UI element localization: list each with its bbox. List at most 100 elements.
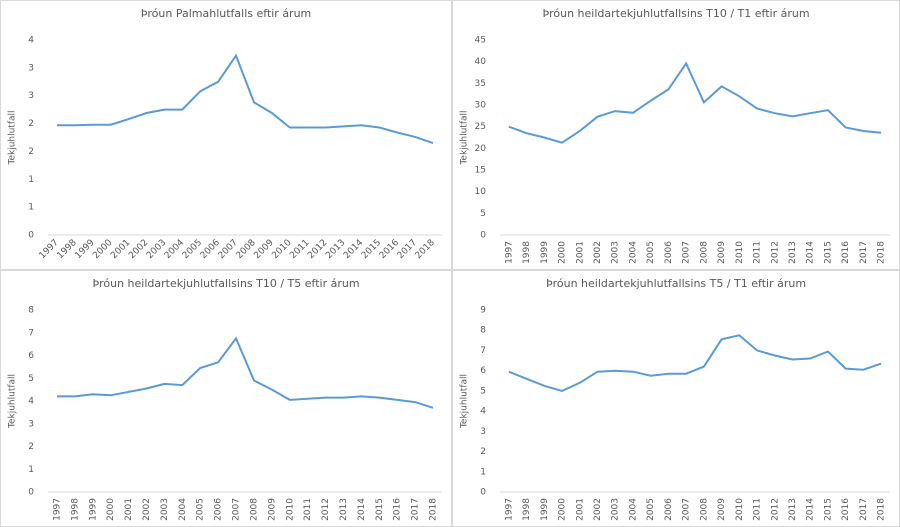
y-axis-title: Tekjuhlutfall: [460, 374, 470, 429]
x-tick-label: 2008: [249, 498, 259, 521]
y-tick-label: 2: [28, 442, 34, 452]
x-tick-label: 1997: [504, 241, 514, 264]
y-tick-label: 1: [28, 203, 34, 213]
x-tick-label: 2005: [646, 241, 656, 264]
y-tick-label: 4: [28, 36, 34, 46]
x-tick-label: 2015: [823, 498, 833, 521]
x-tick-label: 2003: [611, 498, 621, 521]
chart-panel: [0, 0, 452, 270]
y-tick-label: 25: [475, 122, 486, 132]
chart-panel: [452, 270, 900, 527]
y-tick-label: 20: [475, 144, 487, 154]
x-tick-label: 2007: [682, 241, 692, 264]
x-tick-label: 1998: [522, 498, 532, 521]
x-tick-label: 2016: [841, 241, 851, 264]
y-tick-label: 2: [480, 447, 486, 457]
x-tick-label: 2005: [646, 498, 656, 521]
x-tick-label: 2009: [267, 498, 277, 521]
x-tick-label: 1997: [52, 498, 62, 521]
x-tick-label: 2004: [628, 241, 638, 264]
x-tick-label: 2012: [770, 241, 780, 264]
x-tick-label: 2014: [357, 498, 367, 521]
x-tick-label: 2000: [106, 498, 116, 521]
x-tick-label: 2008: [699, 241, 709, 264]
y-tick-label: 45: [475, 36, 486, 46]
y-tick-label: 9: [480, 306, 486, 316]
chart-title: Þróun heildartekjuhlutfallsins T10 / T5 …: [92, 277, 359, 290]
y-tick-label: 15: [475, 166, 486, 176]
x-tick-label: 2018: [429, 498, 439, 521]
x-tick-label: 2003: [611, 241, 621, 264]
y-tick-label: 2: [28, 147, 34, 157]
y-tick-label: 3: [28, 63, 34, 73]
x-tick-label: 2010: [285, 498, 295, 521]
x-tick-label: 1999: [540, 241, 550, 264]
y-tick-label: 3: [28, 91, 34, 101]
y-tick-label: 0: [28, 231, 34, 241]
chart-title: Þróun Palmahlutfalls eftir árum: [141, 7, 312, 20]
x-tick-label: 2001: [124, 498, 134, 521]
x-tick-label: 2002: [142, 498, 152, 521]
y-tick-label: 2: [28, 119, 34, 129]
x-tick-label: 1999: [88, 498, 98, 521]
y-tick-label: 3: [480, 427, 486, 437]
y-tick-label: 5: [480, 209, 486, 219]
x-tick-label: 2013: [339, 498, 349, 521]
x-tick-label: 2012: [770, 498, 780, 521]
x-tick-label: 1999: [540, 498, 550, 521]
x-tick-label: 2013: [788, 241, 798, 264]
y-tick-label: 4: [480, 407, 486, 417]
x-tick-label: 2003: [160, 498, 170, 521]
x-tick-label: 2000: [558, 498, 568, 521]
y-tick-label: 1: [28, 465, 34, 475]
y-axis-title: Tekjuhlutfall: [8, 374, 18, 429]
x-tick-label: 2011: [753, 241, 763, 264]
y-tick-label: 8: [480, 326, 486, 336]
data-line: [508, 61, 882, 144]
y-axis-title: Tekjuhlutfall: [8, 110, 18, 165]
x-tick-label: 2011: [753, 498, 763, 521]
x-tick-label: 2004: [628, 498, 638, 521]
y-tick-label: 1: [28, 175, 34, 185]
y-tick-label: 1: [480, 467, 486, 477]
y-axis-title: Tekjuhlutfall: [460, 110, 470, 165]
x-tick-label: 2009: [717, 241, 727, 264]
y-tick-label: 7: [28, 328, 34, 338]
x-tick-label: 1998: [70, 498, 80, 521]
y-tick-label: 0: [480, 488, 486, 498]
y-tick-label: 4: [28, 397, 34, 407]
x-tick-label: 2017: [859, 241, 869, 264]
x-tick-label: 2016: [393, 498, 403, 521]
chart-panel: [452, 0, 900, 270]
y-tick-label: 5: [480, 386, 486, 396]
chart-title: Þróun heildartekjuhlutfallsins T5 / T1 e…: [546, 277, 806, 290]
x-tick-label: 2002: [593, 498, 603, 521]
y-tick-label: 10: [475, 187, 487, 197]
y-tick-label: 0: [480, 231, 486, 241]
x-tick-label: 2008: [699, 498, 709, 521]
x-tick-label: 1997: [504, 498, 514, 521]
chart-title: Þróun heildartekjuhlutfallsins T10 / T1 …: [542, 7, 809, 20]
y-tick-label: 6: [480, 366, 486, 376]
x-tick-label: 2006: [214, 498, 224, 521]
x-tick-label: 2007: [232, 498, 242, 521]
x-tick-label: 2004: [178, 498, 188, 521]
x-tick-label: 2014: [806, 498, 816, 521]
data-line: [57, 336, 434, 409]
y-tick-label: 6: [28, 351, 34, 361]
data-line: [57, 53, 434, 145]
x-tick-label: 2006: [664, 498, 674, 521]
x-tick-label: 2010: [735, 498, 745, 521]
y-tick-label: 7: [480, 346, 486, 356]
x-tick-label: 2015: [823, 241, 833, 264]
x-tick-label: 2001: [575, 241, 585, 264]
x-tick-label: 2007: [682, 498, 692, 521]
y-tick-label: 30: [475, 101, 487, 111]
y-tick-label: 40: [475, 57, 487, 67]
y-tick-label: 5: [28, 374, 34, 384]
x-tick-label: 2005: [196, 498, 206, 521]
x-tick-label: 2001: [575, 498, 585, 521]
x-tick-label: 2011: [303, 498, 313, 521]
y-tick-label: 3: [28, 419, 34, 429]
